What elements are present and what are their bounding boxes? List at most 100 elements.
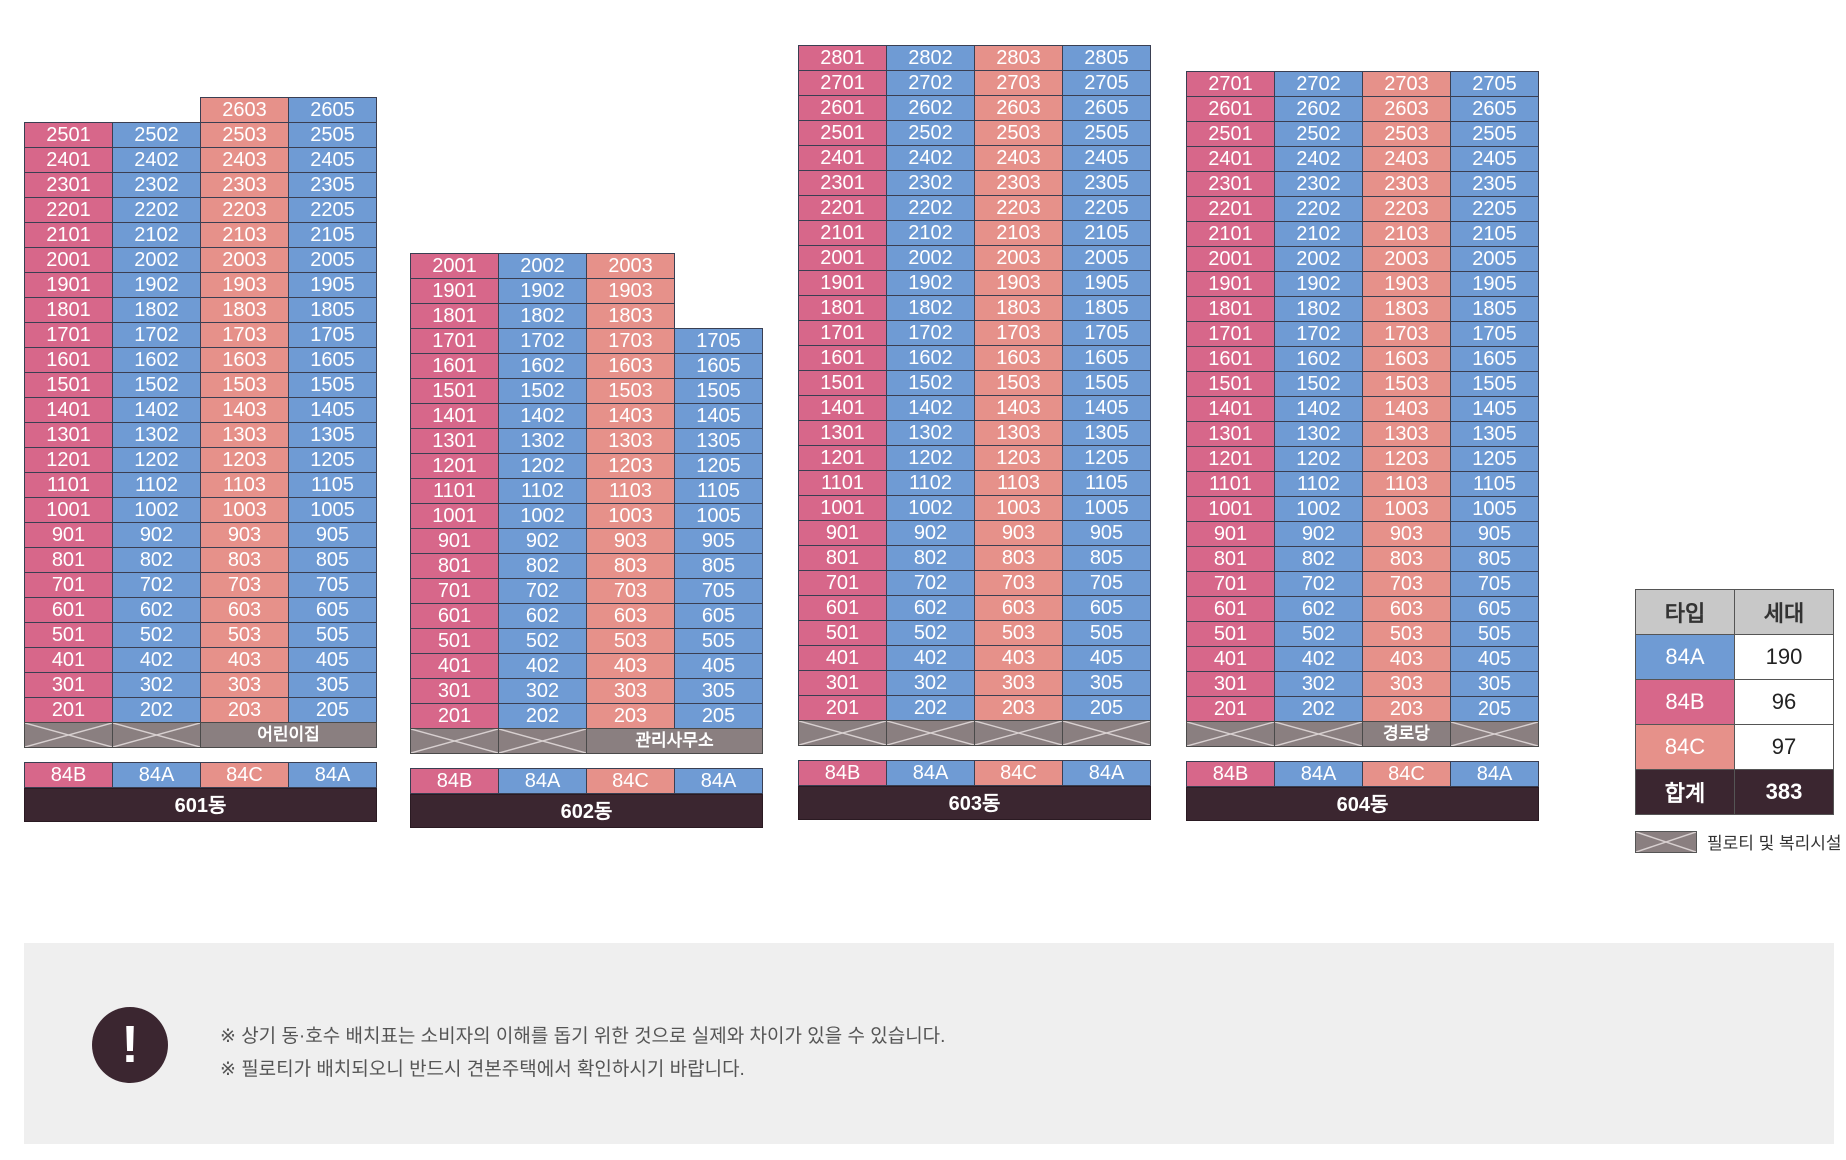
unit-cell: 2105 [288,222,377,248]
floor-row: 701 702 703 705 [410,578,763,604]
building-label: 601동 [24,788,377,822]
floor-row: 2001 2002 2003 [410,253,763,279]
unit-cell: 505 [674,628,763,654]
unit-cell: 1902 [886,270,975,296]
unit-cell: 902 [498,528,587,554]
unit-cell: 2702 [1274,71,1363,97]
facility-label: 경로당 [1362,721,1451,747]
unit-cell: 1403 [586,403,675,429]
unit-cell: 801 [410,553,499,579]
unit-cell: 402 [112,647,201,673]
unit-cell: 1605 [1062,345,1151,371]
unit-cell: 1401 [410,403,499,429]
floor-row: 1101 1102 1103 1105 [410,478,763,504]
floor-row: 2001 2002 2003 2005 [24,247,377,273]
unit-cell: 205 [1450,696,1539,722]
unit-cell: 1005 [1062,495,1151,521]
unit-cell: 803 [586,553,675,579]
unit-cell: 1103 [974,470,1063,496]
unit-cell: 2705 [1450,71,1539,97]
floor-row: 1001 1002 1003 1005 [1186,496,1539,522]
floor-row: 1601 1602 1603 1605 [1186,346,1539,372]
piloti-legend: 필로티 및 복리시설 [1635,829,1842,854]
unit-cell: 2401 [24,147,113,173]
unit-cell: 505 [1062,620,1151,646]
unit-cell: 803 [200,547,289,573]
unit-cell: 1205 [1062,445,1151,471]
unit-cell: 1102 [112,472,201,498]
floor-row: 401 402 403 405 [24,647,377,673]
floor-row: 901 902 903 905 [24,522,377,548]
unit-cell: 2601 [798,95,887,121]
floor-row: 1401 1402 1403 1405 [798,395,1151,421]
unit-cell: 1503 [1362,371,1451,397]
unit-cell: 903 [1362,521,1451,547]
notice-line-1: ※ 상기 동·호수 배치표는 소비자의 이해를 돕기 위한 것으로 실제와 차이… [220,1026,946,1047]
floor-row: 2301 2302 2303 2305 [1186,171,1539,197]
floor-row: 2501 2502 2503 2505 [24,122,377,148]
unit-cell: 1605 [674,353,763,379]
unit-cell: 1602 [1274,346,1363,372]
floor-row: 2603 2605 [24,97,377,123]
floor-row: 1101 1102 1103 1105 [24,472,377,498]
unit-cell: 705 [674,578,763,604]
floor-row: 901 902 903 905 [1186,521,1539,547]
unit-cell: 502 [1274,621,1363,647]
unit-cell: 2401 [798,145,887,171]
unit-cell: 2003 [1362,246,1451,272]
type-cell: 84B [798,760,887,786]
unit-cell: 202 [886,695,975,721]
building-601: 2603 2605 2501 2502 2503 2505 2401 2402 2403 2405… [24,97,377,822]
unit-cell: 502 [112,622,201,648]
unit-cell: 702 [886,570,975,596]
unit-cell: 2402 [1274,146,1363,172]
unit-cell: 803 [1362,546,1451,572]
floor-row: 201 202 203 205 [798,695,1151,721]
unit-cell: 1005 [1450,496,1539,522]
unit-cell: 1801 [24,297,113,323]
unit-cell: 2702 [886,70,975,96]
unit-cell: 2803 [974,45,1063,71]
unit-cell: 1103 [1362,471,1451,497]
unit-cell: 503 [974,620,1063,646]
unit-cell: 603 [1362,596,1451,622]
unit-cell: 1102 [498,478,587,504]
unit-cell: 2305 [1062,170,1151,196]
unit-cell: 1002 [112,497,201,523]
piloti-row: 경로당 [1186,721,1539,747]
building-602: 2001 2002 2003 1901 1902 1903 1801 1802 1803 1701… [410,253,763,828]
unit-cell: 702 [498,578,587,604]
unit-cell: 702 [1274,571,1363,597]
floor-row: 801 802 803 805 [1186,546,1539,572]
unit-cell: 2305 [1450,171,1539,197]
unit-cell: 503 [1362,621,1451,647]
unit-cell: 701 [798,570,887,596]
unit-cell: 2402 [886,145,975,171]
unit-cell: 2205 [288,197,377,223]
unit-cell: 1903 [1362,271,1451,297]
unit-cell: 2301 [798,170,887,196]
floor-row: 2501 2502 2503 2505 [1186,121,1539,147]
empty-slot [674,303,763,329]
unit-cell: 1205 [288,447,377,473]
unit-cell: 703 [200,572,289,598]
unit-cell: 2005 [1062,245,1151,271]
unit-cell: 2403 [974,145,1063,171]
unit-cell: 1302 [886,420,975,446]
unit-cell: 1603 [1362,346,1451,372]
unit-cell: 805 [1062,545,1151,571]
unit-cell: 202 [498,703,587,729]
unit-cell: 903 [200,522,289,548]
unit-cell: 1901 [410,278,499,304]
floor-row: 2201 2202 2203 2205 [798,195,1151,221]
unit-cell: 1302 [112,422,201,448]
type-cell: 84A [1062,760,1151,786]
unit-cell: 1203 [200,447,289,473]
unit-cell: 601 [798,595,887,621]
unit-cell: 302 [1274,671,1363,697]
type-cell: 84C [200,762,289,788]
unit-cell: 602 [498,603,587,629]
unit-cell: 1705 [1062,320,1151,346]
unit-cell: 1605 [288,347,377,373]
unit-cell: 401 [798,645,887,671]
